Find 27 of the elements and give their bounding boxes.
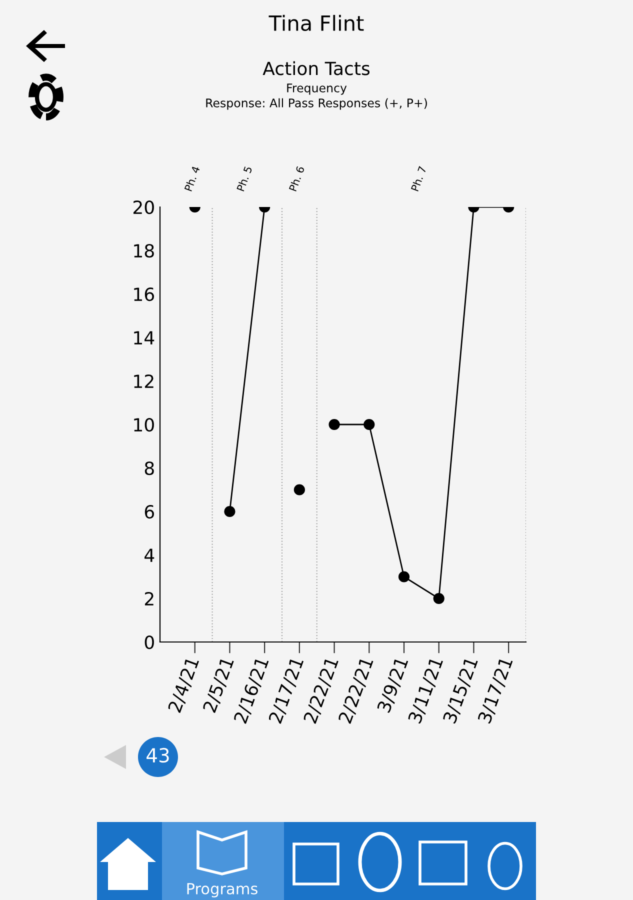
text: 43 xyxy=(146,748,169,763)
point xyxy=(224,506,236,518)
y-tick-label: 2 xyxy=(144,592,154,606)
y-tick-label: 8 xyxy=(144,461,154,476)
text: Response: All Pass Responses (+, P+) xyxy=(206,98,427,110)
text: Ph. 7 xyxy=(410,166,426,192)
y-tick-label: 10 xyxy=(134,418,154,432)
point xyxy=(364,418,375,430)
text: Ph. 6 xyxy=(288,166,305,192)
text: Ph. 5 xyxy=(236,166,252,192)
text: Ph. 4 xyxy=(184,166,200,192)
y-tick-label: 14 xyxy=(134,331,154,344)
y-tick-label: 0 xyxy=(144,635,154,650)
chart-title: Tina Flint xyxy=(268,14,364,32)
text: Programs xyxy=(187,883,258,898)
text: Frequency xyxy=(287,84,347,95)
y-tick-label: 6 xyxy=(144,504,154,519)
point xyxy=(328,418,340,430)
point xyxy=(398,571,410,582)
y-tick-label: 16 xyxy=(134,287,154,302)
point xyxy=(294,484,305,496)
chart-subtitle: Action Tacts xyxy=(262,61,370,76)
point xyxy=(433,592,444,604)
y-tick-label: 4 xyxy=(144,548,154,562)
y-tick-label: 18 xyxy=(134,244,154,258)
y-tick-label: 20 xyxy=(133,200,154,214)
y-tick-label: 12 xyxy=(134,374,154,388)
